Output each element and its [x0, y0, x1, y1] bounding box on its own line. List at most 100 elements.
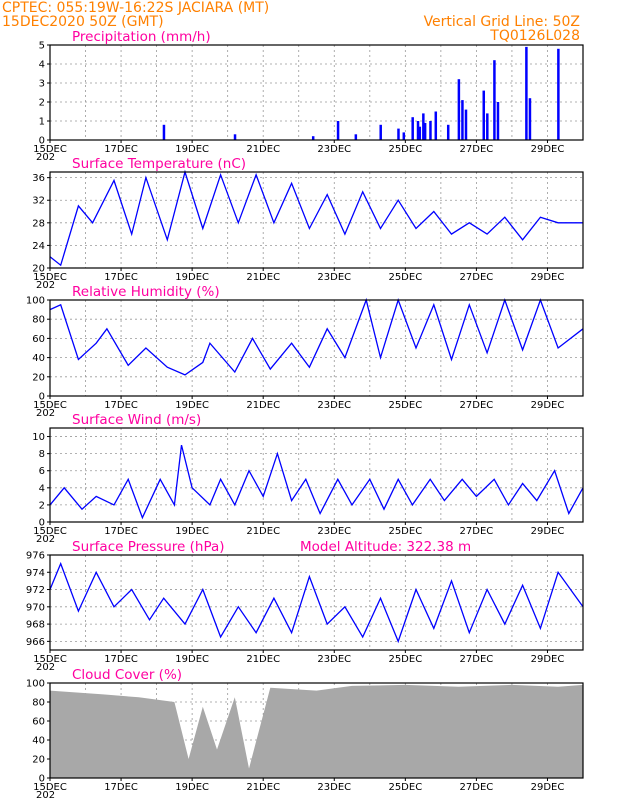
x-tick-label: 25DEC	[388, 526, 422, 537]
y-tick-label: 60	[32, 334, 45, 345]
precip-bar	[379, 124, 382, 140]
x-year-fragment: 202	[36, 534, 55, 545]
x-tick-label: 27DEC	[460, 400, 494, 411]
x-tick-label: 23DEC	[317, 144, 351, 155]
y-tick-label: 20	[32, 372, 45, 383]
x-tick-label: 21DEC	[246, 272, 280, 283]
precip-bar	[162, 124, 166, 140]
x-tick-label: 19DEC	[175, 272, 209, 283]
y-tick-label: 6	[39, 466, 45, 477]
precip-bar	[482, 90, 486, 140]
precip-bar	[423, 122, 427, 140]
y-tick-label: 40	[32, 353, 45, 364]
x-tick-label: 19DEC	[175, 526, 209, 537]
x-tick-label: 23DEC	[317, 272, 351, 283]
y-tick-label: 970	[26, 602, 45, 613]
x-tick-label: 25DEC	[388, 272, 422, 283]
pres-line	[49, 561, 584, 644]
x-tick-label: 21DEC	[246, 144, 280, 155]
y-tick-label: 80	[32, 315, 45, 326]
y-tick-label: 5	[39, 41, 45, 52]
x-tick-label: 27DEC	[460, 144, 494, 155]
panel-pres: Surface Pressure (hPa) Model Altitude: 32…	[26, 539, 584, 673]
panel-title: Relative Humidity (%)	[72, 284, 220, 300]
x-tick-label: 23DEC	[317, 782, 351, 793]
y-tick-label: 24	[32, 241, 45, 252]
x-tick-label: 19DEC	[175, 654, 209, 665]
x-year-fragment: 202	[36, 152, 55, 163]
panels-group: Precipitation (mm/h) 0 1 2 3 4 5 15DEC 17DEC 19DE…	[26, 29, 584, 800]
x-tick-label: 29DEC	[531, 400, 565, 411]
precip-bar	[354, 134, 358, 140]
x-year-fragment: 202	[36, 280, 55, 291]
x-tick-label: 29DEC	[531, 526, 565, 537]
y-tick-label: 60	[32, 717, 45, 728]
y-tick-label: 8	[39, 449, 45, 460]
precip-bar	[457, 79, 461, 140]
header-line2-right: TQ0126L028	[489, 28, 580, 44]
precip-bar	[493, 60, 496, 141]
x-tick-label: 21DEC	[246, 400, 280, 411]
x-tick-label: 29DEC	[531, 782, 565, 793]
x-tick-label: 25DEC	[388, 400, 422, 411]
header-line1-left: CPTEC: 055:19W-16:22S JACIARA (MT)	[2, 0, 269, 16]
header-line1-right: Vertical Grid Line: 50Z	[424, 14, 580, 30]
panel-frame	[49, 682, 584, 779]
x-tick-label: 25DEC	[388, 782, 422, 793]
y-tick-label: 976	[26, 551, 45, 562]
y-tick-label: 0	[39, 774, 45, 785]
x-tick-label: 21DEC	[246, 654, 280, 665]
panel-precip: Precipitation (mm/h) 0 1 2 3 4 5 15DEC 17DEC 19DE…	[33, 29, 584, 163]
y-tick-label: 10	[32, 432, 45, 443]
x-tick-label: 25DEC	[388, 144, 422, 155]
x-tick-label: 27DEC	[460, 272, 494, 283]
y-tick-label: 80	[32, 698, 45, 709]
precip-bar	[434, 111, 438, 140]
y-tick-label: 100	[26, 296, 45, 307]
y-tick-label: 972	[26, 585, 45, 596]
y-tick-label: 0	[39, 518, 45, 529]
y-tick-label: 4	[39, 483, 45, 494]
x-tick-label: 17DEC	[104, 400, 138, 411]
y-tick-label: 968	[26, 620, 45, 631]
y-tick-label: 966	[26, 637, 45, 648]
y-tick-label: 1	[39, 117, 45, 128]
panel-title: Surface Temperature (nC)	[72, 156, 246, 172]
cloud-area	[50, 684, 583, 778]
x-year-fragment: 202	[36, 662, 55, 673]
y-tick-label: 2	[39, 98, 45, 109]
x-tick-label: 21DEC	[246, 782, 280, 793]
precip-bar	[311, 136, 315, 140]
panel-frame	[49, 171, 584, 269]
panel-frame	[49, 554, 584, 651]
y-tick-label: 0	[39, 392, 45, 403]
y-tick-label: 4	[39, 60, 45, 71]
y-tick-label: 20	[32, 755, 45, 766]
panel-frame	[49, 427, 584, 523]
x-year-fragment: 202	[36, 408, 55, 419]
y-tick-label: 36	[32, 173, 45, 184]
x-tick-label: 17DEC	[104, 272, 138, 283]
x-tick-label: 15DEC	[33, 526, 67, 537]
x-tick-label: 15DEC	[33, 654, 67, 665]
x-tick-label: 15DEC	[33, 400, 67, 411]
panel-title: Surface Wind (m/s)	[72, 412, 201, 428]
x-tick-label: 25DEC	[388, 654, 422, 665]
wind-line	[49, 444, 584, 520]
precip-bar	[464, 109, 468, 140]
x-tick-label: 27DEC	[460, 782, 494, 793]
panel-frame	[49, 299, 584, 397]
x-tick-label: 23DEC	[317, 400, 351, 411]
x-year-fragment: 202	[36, 790, 55, 800]
x-tick-label: 19DEC	[175, 782, 209, 793]
precip-bar	[233, 134, 237, 140]
panel-frame	[49, 44, 584, 141]
precip-bar	[402, 132, 406, 140]
panel-temp: Surface Temperature (nC) 20 24 28 32 36 15DEC 1…	[32, 156, 584, 291]
precip-bar	[422, 113, 425, 140]
x-tick-label: 19DEC	[175, 400, 209, 411]
precip-bar	[418, 126, 422, 140]
panel-extra: Model Altitude: 322.38 m	[300, 539, 471, 555]
x-tick-label: 27DEC	[460, 526, 494, 537]
